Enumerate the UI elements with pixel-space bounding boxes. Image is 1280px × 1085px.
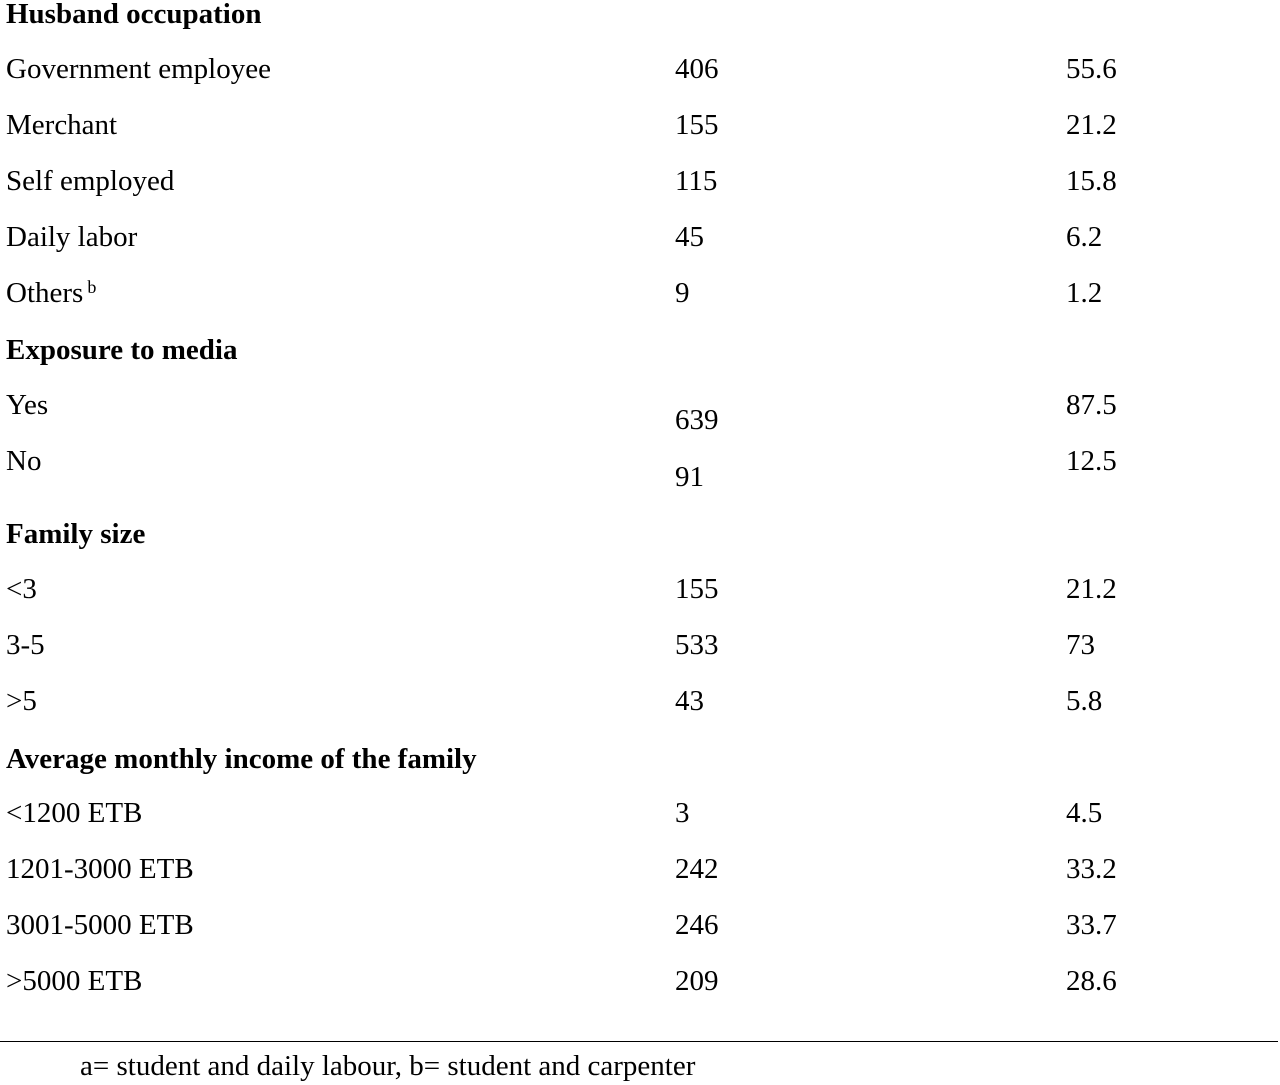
row-percent: 55.6 bbox=[1066, 53, 1117, 85]
row-count: 115 bbox=[675, 165, 718, 197]
row-percent: 21.2 bbox=[1066, 573, 1117, 605]
row-label: Yes bbox=[6, 389, 49, 421]
row-label: >5 bbox=[6, 685, 37, 717]
row-count: 43 bbox=[675, 685, 704, 717]
row-percent: 1.2 bbox=[1066, 277, 1103, 309]
row-label-with-footnote: Others b bbox=[6, 276, 96, 310]
row-label: 3001-5000 ETB bbox=[6, 909, 194, 941]
row-count: 246 bbox=[675, 909, 719, 941]
row-percent: 33.2 bbox=[1066, 853, 1117, 885]
row-count: 533 bbox=[675, 629, 719, 661]
row-label: No bbox=[6, 445, 42, 477]
row-percent: 15.8 bbox=[1066, 165, 1117, 197]
section-heading-husband-occupation: Husband occupation bbox=[6, 0, 262, 30]
row-label: Government employee bbox=[6, 53, 271, 85]
row-label: Merchant bbox=[6, 109, 118, 141]
row-count: 9 bbox=[675, 277, 690, 309]
section-heading-average-monthly-income: Average monthly income of the family bbox=[6, 743, 477, 775]
section-heading-exposure-to-media: Exposure to media bbox=[6, 334, 238, 366]
row-percent: 33.7 bbox=[1066, 909, 1117, 941]
row-percent: 5.8 bbox=[1066, 685, 1103, 717]
row-label: Daily labor bbox=[6, 221, 138, 253]
row-label: 1201-3000 ETB bbox=[6, 853, 194, 885]
row-percent: 73 bbox=[1066, 629, 1095, 661]
row-label: <1200 ETB bbox=[6, 797, 143, 829]
row-label: Self employed bbox=[6, 165, 175, 197]
row-count: 45 bbox=[675, 221, 704, 253]
row-count: 3 bbox=[675, 797, 690, 829]
row-count: 155 bbox=[675, 573, 719, 605]
row-label: <3 bbox=[6, 573, 37, 605]
row-percent: 6.2 bbox=[1066, 221, 1103, 253]
row-count: 406 bbox=[675, 53, 719, 85]
table-bottom-rule bbox=[0, 1041, 1278, 1042]
row-count: 242 bbox=[675, 853, 719, 885]
row-percent: 4.5 bbox=[1066, 797, 1103, 829]
row-label: 3-5 bbox=[6, 629, 45, 661]
table-footnote: a= student and daily labour, b= student … bbox=[80, 1050, 696, 1082]
footnote-marker: b bbox=[87, 277, 97, 297]
row-percent: 87.5 bbox=[1066, 389, 1117, 421]
row-percent: 12.5 bbox=[1066, 445, 1117, 477]
row-percent: 21.2 bbox=[1066, 109, 1117, 141]
row-label: >5000 ETB bbox=[6, 965, 143, 997]
row-count: 639 bbox=[675, 404, 719, 436]
row-label: Others bbox=[6, 277, 84, 309]
row-count: 209 bbox=[675, 965, 719, 997]
section-heading-family-size: Family size bbox=[6, 518, 146, 550]
row-percent: 28.6 bbox=[1066, 965, 1117, 997]
row-count: 155 bbox=[675, 109, 719, 141]
row-count: 91 bbox=[675, 461, 704, 493]
